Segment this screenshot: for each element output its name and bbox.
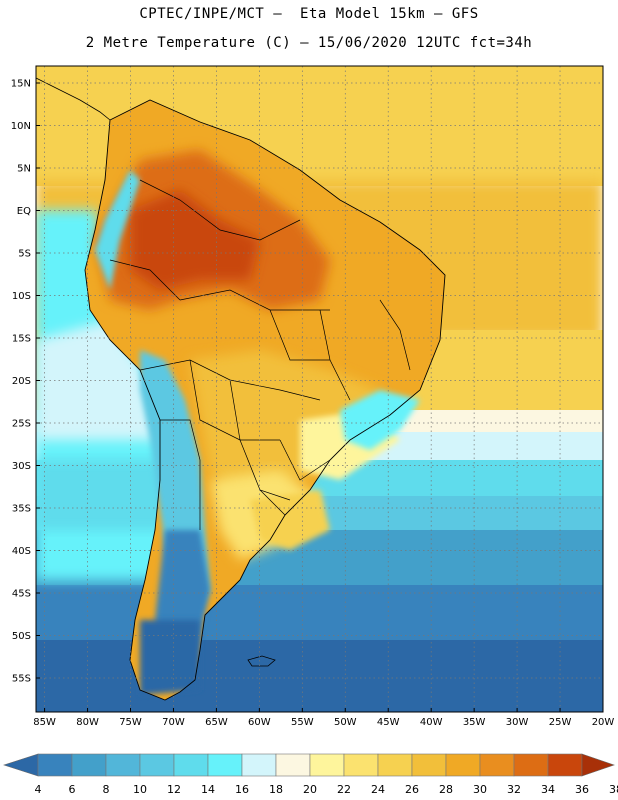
colorbar-swatch xyxy=(241,753,277,777)
colorbar: 4 6 8 10 12 14 16 18 20 22 24 26 28 30 32 34 36 38 xyxy=(3,753,618,796)
lat-label: 35S xyxy=(12,504,31,515)
central-america-coast xyxy=(35,77,111,121)
lat-label: 10N xyxy=(11,121,31,132)
lon-label: 85W xyxy=(33,717,56,728)
colorbar-label: 12 xyxy=(167,783,181,796)
lat-label: 40S xyxy=(12,546,31,557)
colorbar-label: 36 xyxy=(575,783,589,796)
colorbar-label: 24 xyxy=(371,783,385,796)
colorbar-swatch xyxy=(37,753,73,777)
colorbar-label: 4 xyxy=(35,783,42,796)
colorbar-labels: 4 6 8 10 12 14 16 18 20 22 24 26 28 30 32 34 36 38 xyxy=(35,783,618,796)
colorbar-label: 28 xyxy=(439,783,453,796)
lon-label: 35W xyxy=(463,717,486,728)
colorbar-label: 20 xyxy=(303,783,317,796)
colorbar-label: 38 xyxy=(609,783,618,796)
colorbar-label: 18 xyxy=(269,783,283,796)
lon-label: 60W xyxy=(248,717,271,728)
lat-label: 5N xyxy=(17,164,31,175)
colorbar-label: 34 xyxy=(541,783,555,796)
lon-label: 40W xyxy=(420,717,443,728)
lat-label: 20S xyxy=(12,376,31,387)
colorbar-swatch xyxy=(479,753,515,777)
colorbar-swatch xyxy=(411,753,447,777)
latitude-labels: 15N 10N 5N EQ 5S 10S 15S 20S 25S 30S 35S 40S 45S 50S 5… xyxy=(11,79,31,685)
colorbar-left-arrow xyxy=(3,753,39,777)
country-borders xyxy=(109,179,411,530)
lat-label: 50S xyxy=(12,631,31,642)
colorbar-right-arrow xyxy=(581,753,615,777)
lat-label: 45S xyxy=(12,589,31,600)
map-frame xyxy=(35,65,604,713)
colorbar-label: 22 xyxy=(337,783,351,796)
colorbar-swatch xyxy=(513,753,549,777)
colorbar-label: 30 xyxy=(473,783,487,796)
colorbar-label: 10 xyxy=(133,783,147,796)
temperature-map: 15N 10N 5N EQ 5S 10S 15S 20S 25S 30S 35S 40S 45S 50S 5… xyxy=(11,65,614,728)
lon-label: 50W xyxy=(334,717,357,728)
colorbar-swatch xyxy=(275,753,311,777)
title-line-2: 2 Metre Temperature (C) – 15/06/2020 12U… xyxy=(85,35,533,51)
graticule xyxy=(36,66,604,712)
lat-label: 5S xyxy=(18,249,31,260)
lat-label: 15S xyxy=(12,334,31,345)
colorbar-label: 16 xyxy=(235,783,249,796)
lon-label: 25W xyxy=(549,717,572,728)
colorbar-swatch xyxy=(173,753,209,777)
lat-label: 30S xyxy=(12,461,31,472)
lon-label: 45W xyxy=(377,717,400,728)
colorbar-label: 6 xyxy=(69,783,76,796)
lat-label: 15N xyxy=(11,79,31,90)
longitude-labels: 85W 80W 75W 70W 65W 60W 55W 50W 45W 40W 35W 30W 25W 2… xyxy=(33,717,614,728)
colorbar-swatch xyxy=(71,753,107,777)
colorbar-swatch xyxy=(139,753,175,777)
colorbar-label: 14 xyxy=(201,783,215,796)
colorbar-swatch xyxy=(547,753,583,777)
lon-label: 20W xyxy=(592,717,615,728)
lon-label: 75W xyxy=(119,717,142,728)
lon-label: 70W xyxy=(162,717,185,728)
colorbar-swatch xyxy=(445,753,481,777)
lon-label: 65W xyxy=(205,717,228,728)
colorbar-swatch xyxy=(377,753,413,777)
lon-label: 80W xyxy=(76,717,99,728)
lat-label: 55S xyxy=(12,674,31,685)
colorbar-label: 32 xyxy=(507,783,521,796)
colorbar-boxes xyxy=(3,753,615,777)
lon-label: 55W xyxy=(291,717,314,728)
title-line-1: CPTEC/INPE/MCT – Eta Model 15km – GFS xyxy=(139,6,479,22)
coastline xyxy=(84,99,446,701)
colorbar-swatch xyxy=(105,753,141,777)
colorbar-swatch xyxy=(207,753,243,777)
lon-label: 30W xyxy=(506,717,529,728)
lat-label: 25S xyxy=(12,419,31,430)
map-field xyxy=(36,66,603,712)
colorbar-label: 26 xyxy=(405,783,419,796)
lat-label: 10S xyxy=(12,291,31,302)
colorbar-label: 8 xyxy=(103,783,110,796)
colorbar-swatch xyxy=(309,753,345,777)
lat-label: EQ xyxy=(17,206,31,217)
colorbar-swatch xyxy=(343,753,379,777)
